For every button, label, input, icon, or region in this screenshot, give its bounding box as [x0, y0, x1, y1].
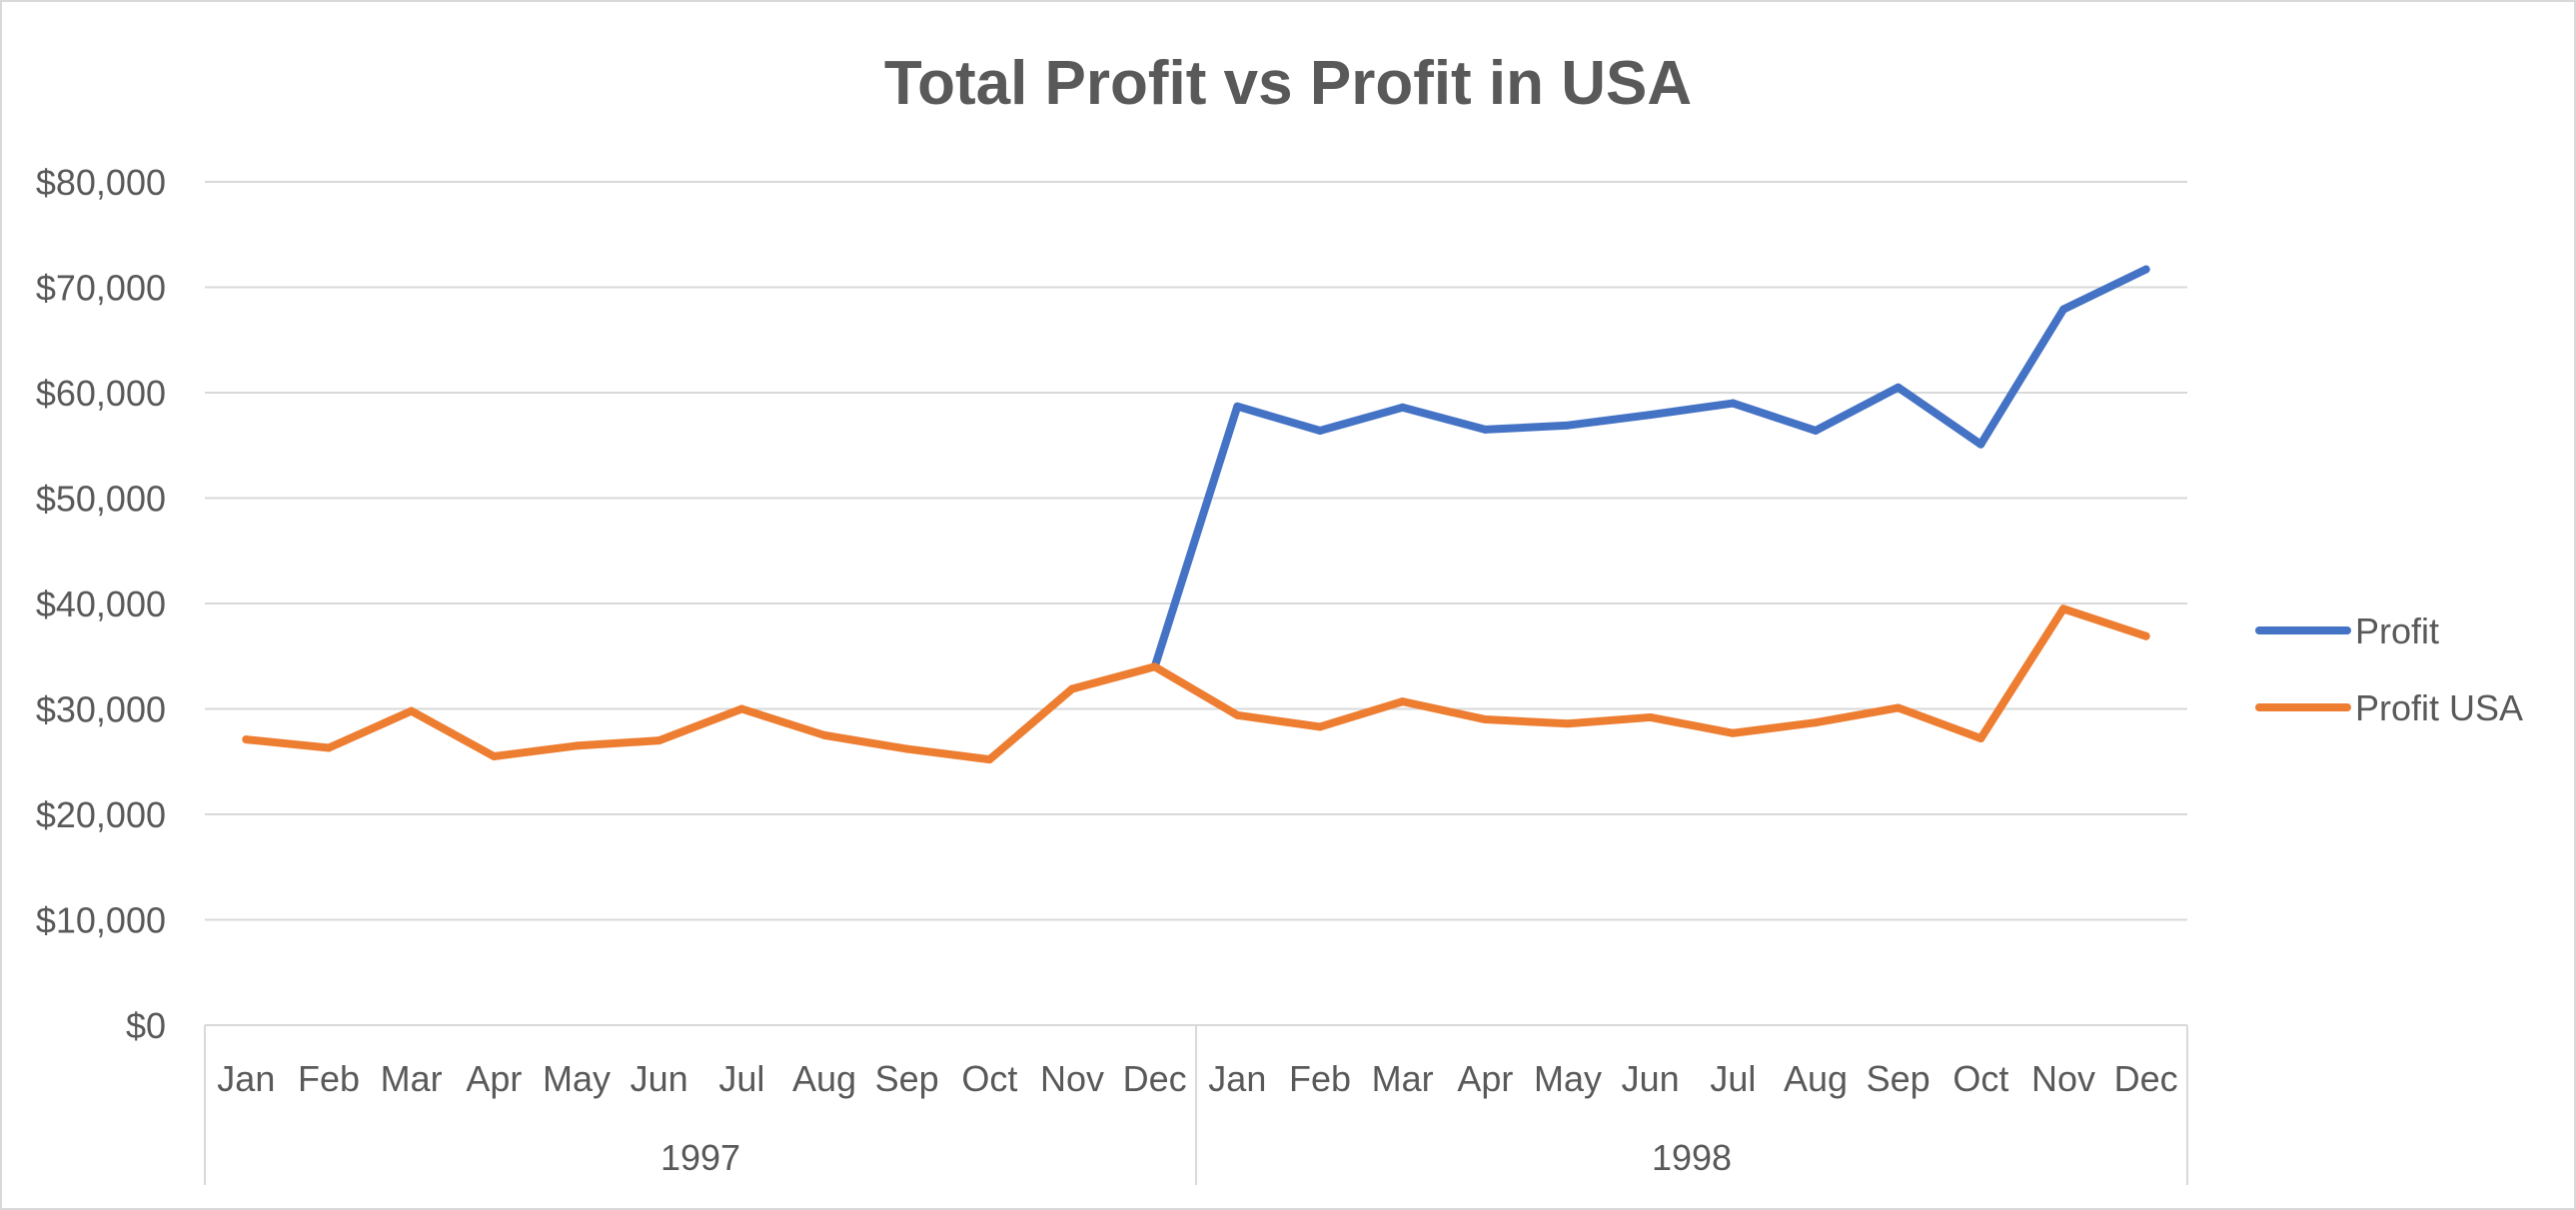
x-tick-label: Sep	[1867, 1058, 1931, 1099]
data-point	[1812, 426, 1820, 435]
y-tick-label: $80,000	[36, 162, 166, 203]
y-tick-label: $0	[126, 1005, 166, 1046]
data-point	[242, 735, 251, 744]
x-axis: Jan Feb Mar Apr May Jun Jul Aug Sep Oct Nov Dec Jan F…	[204, 1024, 2188, 1185]
y-axis: $0 $10,000 $20,000 $30,000 $40,000 $50,000 $60…	[36, 162, 166, 1046]
data-point	[325, 743, 333, 752]
data-point	[1894, 383, 1903, 392]
data-point	[1316, 426, 1324, 435]
x-tick-label: Nov	[1040, 1058, 1104, 1099]
y-tick-label: $30,000	[36, 689, 166, 730]
x-tick-label: Feb	[1289, 1058, 1351, 1099]
x-tick-label: May	[543, 1058, 611, 1099]
x-tick-label: Oct	[961, 1058, 1017, 1099]
y-tick-label: $60,000	[36, 373, 166, 414]
data-point	[2059, 305, 2067, 314]
x-tick-label: Jul	[1710, 1058, 1756, 1099]
data-point	[902, 744, 911, 753]
data-point	[985, 755, 994, 764]
x-tick-label: Sep	[875, 1058, 939, 1099]
x-group-label: 1997	[660, 1137, 740, 1178]
series-line	[1150, 265, 2150, 671]
series-profit	[1150, 265, 2150, 671]
data-point	[1564, 719, 1572, 728]
data-point	[407, 706, 416, 715]
data-point	[1150, 662, 1159, 671]
data-point	[1812, 718, 1820, 727]
series-line	[242, 605, 2150, 764]
x-tick-label: Mar	[1372, 1058, 1434, 1099]
x-tick-label: Mar	[381, 1058, 443, 1099]
x-tick-label: Nov	[2031, 1058, 2095, 1099]
data-point	[1729, 728, 1738, 737]
chart-title: Total Profit vs Profit in USA	[884, 49, 1692, 118]
x-tick-label: Apr	[466, 1058, 522, 1099]
x-tick-label: Feb	[298, 1058, 360, 1099]
data-point	[2141, 631, 2150, 640]
series-layer	[242, 265, 2150, 764]
data-point	[573, 741, 581, 750]
data-point	[1316, 722, 1324, 731]
x-group-label: 1998	[1652, 1137, 1732, 1178]
y-tick-label: $50,000	[36, 479, 166, 520]
data-point	[2059, 605, 2067, 613]
data-point	[1894, 703, 1903, 712]
data-point	[654, 736, 663, 745]
y-tick-label: $20,000	[36, 794, 166, 835]
y-tick-label: $70,000	[36, 268, 166, 309]
x-tick-label: Jun	[1622, 1058, 1680, 1099]
x-tick-label: Oct	[1952, 1058, 2008, 1099]
x-tick-label: Jan	[217, 1058, 275, 1099]
data-point	[1729, 399, 1738, 408]
data-point	[1068, 684, 1076, 693]
data-point	[820, 730, 828, 739]
data-point	[1564, 421, 1572, 430]
x-tick-label: May	[1534, 1058, 1602, 1099]
y-tick-label: $10,000	[36, 900, 166, 941]
x-tick-label: Apr	[1457, 1058, 1513, 1099]
x-tick-label: Jan	[1208, 1058, 1266, 1099]
data-point	[2141, 265, 2150, 274]
data-point	[1646, 712, 1655, 721]
x-tick-label: Dec	[1123, 1058, 1187, 1099]
data-point	[1398, 403, 1407, 412]
data-point	[1233, 710, 1242, 719]
x-tick-label: Jun	[631, 1058, 688, 1099]
data-point	[1976, 440, 1985, 449]
x-tick-label: Aug	[1784, 1058, 1848, 1099]
legend: Profit Profit USA	[2255, 610, 2523, 728]
legend-label: Profit	[2355, 610, 2439, 651]
data-point	[1398, 697, 1407, 706]
y-tick-label: $40,000	[36, 584, 166, 624]
data-point	[1976, 734, 1985, 743]
data-point	[737, 704, 746, 713]
data-point	[1646, 411, 1655, 420]
data-point	[1233, 402, 1242, 411]
gridlines	[205, 181, 2187, 921]
data-point	[490, 751, 499, 760]
x-tick-label: Jul	[718, 1058, 764, 1099]
data-point	[1481, 715, 1490, 724]
legend-label: Profit USA	[2355, 687, 2523, 728]
data-point	[1481, 425, 1490, 434]
series-profit-usa	[242, 605, 2150, 764]
x-tick-label: Aug	[792, 1058, 856, 1099]
x-tick-label: Dec	[2114, 1058, 2178, 1099]
